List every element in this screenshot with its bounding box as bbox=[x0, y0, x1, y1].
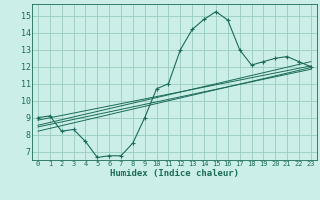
X-axis label: Humidex (Indice chaleur): Humidex (Indice chaleur) bbox=[110, 169, 239, 178]
